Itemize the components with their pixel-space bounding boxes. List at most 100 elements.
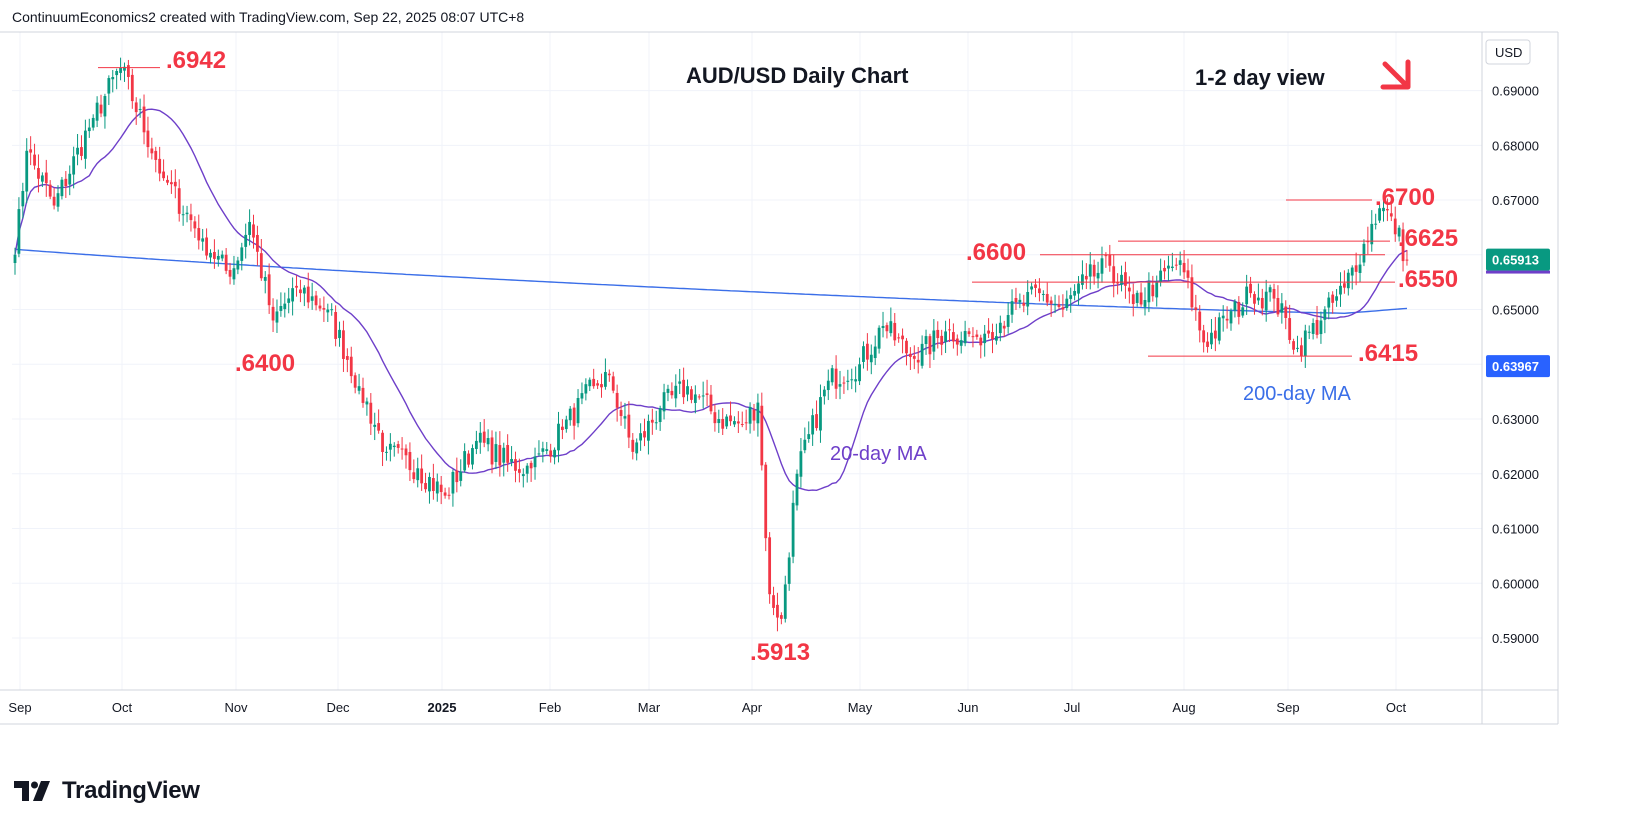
candle[interactable] xyxy=(177,179,181,222)
candle[interactable] xyxy=(1155,275,1159,307)
candle[interactable] xyxy=(1358,254,1362,283)
candle[interactable] xyxy=(1100,246,1104,283)
candle[interactable] xyxy=(302,285,306,307)
candle[interactable] xyxy=(1045,282,1049,307)
candle[interactable] xyxy=(1108,244,1112,272)
candle[interactable] xyxy=(349,346,353,384)
candle[interactable] xyxy=(37,154,40,193)
candle[interactable] xyxy=(467,450,470,468)
candle[interactable] xyxy=(1288,304,1292,344)
candle[interactable] xyxy=(1311,318,1315,340)
candle[interactable] xyxy=(952,323,955,349)
candle[interactable] xyxy=(1131,283,1135,317)
candle[interactable] xyxy=(525,463,529,483)
candle[interactable] xyxy=(1120,265,1123,292)
candles[interactable] xyxy=(13,57,1409,632)
candle[interactable] xyxy=(1127,276,1131,304)
candle[interactable] xyxy=(998,315,1002,342)
candle[interactable] xyxy=(87,118,91,138)
candle[interactable] xyxy=(795,469,799,511)
candle[interactable] xyxy=(944,320,947,353)
candle[interactable] xyxy=(643,418,646,447)
candle[interactable] xyxy=(115,68,119,90)
candle[interactable] xyxy=(948,318,951,343)
candle[interactable] xyxy=(1206,332,1209,353)
candle[interactable] xyxy=(736,411,740,434)
candle[interactable] xyxy=(1256,283,1260,305)
candle[interactable] xyxy=(1069,287,1073,313)
candle[interactable] xyxy=(80,135,83,161)
candle[interactable] xyxy=(588,377,592,392)
candle[interactable] xyxy=(345,348,349,373)
candle[interactable] xyxy=(138,98,142,118)
candle[interactable] xyxy=(549,443,553,463)
candle[interactable] xyxy=(228,262,232,285)
candle[interactable] xyxy=(842,376,846,394)
candle[interactable] xyxy=(232,255,236,285)
candle[interactable] xyxy=(568,405,572,426)
candle[interactable] xyxy=(334,305,338,347)
candle[interactable] xyxy=(869,344,873,375)
candle[interactable] xyxy=(396,440,400,454)
candle[interactable] xyxy=(259,239,263,281)
candle[interactable] xyxy=(123,62,126,82)
candle[interactable] xyxy=(1370,210,1374,252)
candle[interactable] xyxy=(357,373,361,395)
candle[interactable] xyxy=(1190,264,1194,312)
candle[interactable] xyxy=(119,57,122,81)
candle[interactable] xyxy=(99,94,103,118)
candle[interactable] xyxy=(1296,335,1299,353)
candle[interactable] xyxy=(1174,257,1178,271)
candle[interactable] xyxy=(705,379,709,407)
candle[interactable] xyxy=(791,490,795,564)
candle[interactable] xyxy=(690,386,693,404)
candle[interactable] xyxy=(40,172,44,187)
candle[interactable] xyxy=(52,187,56,210)
candle[interactable] xyxy=(1077,276,1080,305)
candle[interactable] xyxy=(897,333,901,343)
candle[interactable] xyxy=(1006,302,1010,334)
candle[interactable] xyxy=(1315,305,1319,339)
candle[interactable] xyxy=(205,228,208,260)
candle[interactable] xyxy=(772,586,775,616)
candle[interactable] xyxy=(279,292,283,317)
candle[interactable] xyxy=(1405,249,1409,266)
candle[interactable] xyxy=(744,409,748,431)
candle[interactable] xyxy=(1186,258,1190,289)
candle[interactable] xyxy=(1030,282,1033,295)
candle[interactable] xyxy=(885,322,889,339)
candle[interactable] xyxy=(1268,284,1272,302)
candle[interactable] xyxy=(826,369,830,401)
candle[interactable] xyxy=(650,408,654,435)
candle[interactable] xyxy=(881,311,885,338)
candle[interactable] xyxy=(631,433,635,460)
candle[interactable] xyxy=(361,377,365,408)
candle[interactable] xyxy=(889,307,893,337)
candle[interactable] xyxy=(987,318,990,339)
candle[interactable] xyxy=(1335,289,1338,307)
candle[interactable] xyxy=(963,320,967,347)
candle[interactable] xyxy=(639,423,642,451)
candle[interactable] xyxy=(557,411,560,463)
candle[interactable] xyxy=(607,369,611,382)
candle[interactable] xyxy=(490,430,494,474)
candle[interactable] xyxy=(1378,203,1381,223)
candle[interactable] xyxy=(1202,324,1206,353)
candle[interactable] xyxy=(486,429,490,452)
candle[interactable] xyxy=(13,247,17,275)
candle[interactable] xyxy=(314,290,318,311)
candle[interactable] xyxy=(170,170,173,194)
candle[interactable] xyxy=(287,287,291,314)
candle[interactable] xyxy=(1225,306,1229,329)
candle[interactable] xyxy=(955,334,959,356)
candle[interactable] xyxy=(435,473,439,502)
candle[interactable] xyxy=(72,146,76,189)
candle[interactable] xyxy=(932,319,936,360)
candle[interactable] xyxy=(635,438,639,461)
tradingview-logo[interactable]: TradingView xyxy=(14,777,200,805)
candle[interactable] xyxy=(1002,320,1006,337)
candle[interactable] xyxy=(107,75,111,106)
candle[interactable] xyxy=(1221,305,1225,332)
candle[interactable] xyxy=(185,205,189,223)
